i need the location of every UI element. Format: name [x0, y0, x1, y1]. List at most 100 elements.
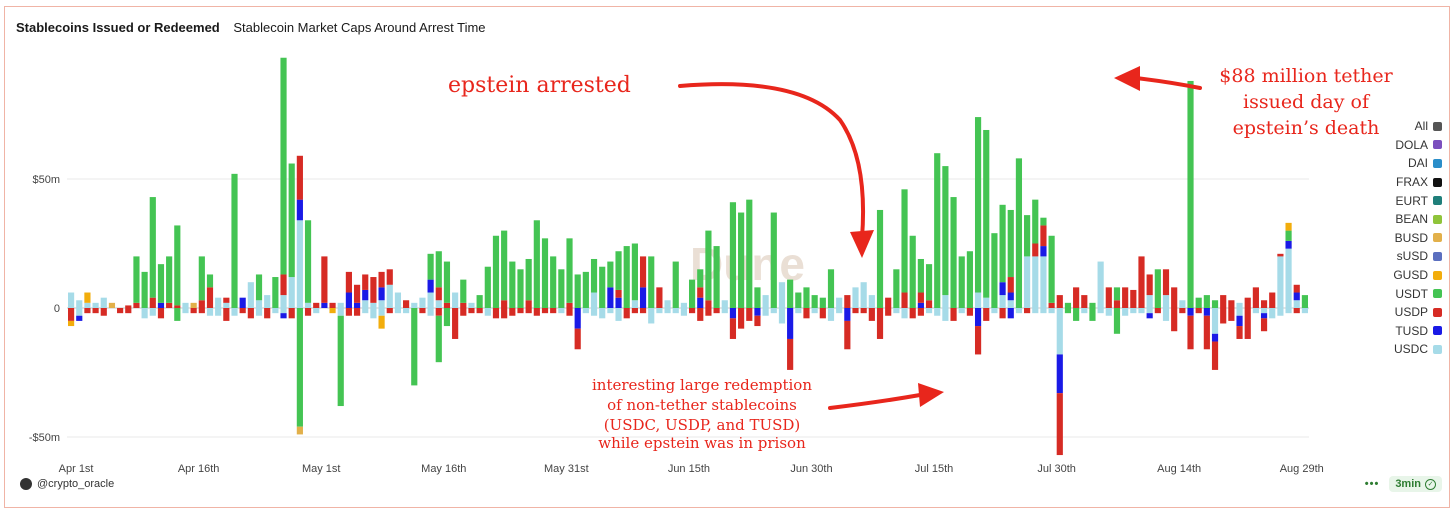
bar-segment-usdc[interactable]: [1146, 295, 1153, 308]
bar-segment-usdc[interactable]: [1032, 256, 1039, 308]
tab-market-caps[interactable]: Stablecoin Market Caps Around Arrest Tim…: [233, 20, 486, 35]
bar-segment-usdp[interactable]: [403, 300, 410, 308]
bar-segment-usdt[interactable]: [966, 251, 973, 308]
bar-segment-usdt[interactable]: [558, 269, 565, 308]
bar-segment-usdt[interactable]: [631, 243, 638, 301]
bar-segment-usdp[interactable]: [1040, 225, 1047, 247]
bar-segment-usdc[interactable]: [1146, 308, 1153, 314]
bar-segment-usdp[interactable]: [901, 292, 908, 308]
bar-segment-usdc[interactable]: [590, 292, 598, 308]
bar-segment-busd[interactable]: [296, 426, 303, 435]
bar-segment-usdt[interactable]: [1113, 308, 1121, 334]
bar-segment-usdc[interactable]: [92, 302, 99, 308]
bar-segment-usdc[interactable]: [378, 308, 385, 316]
bar-segment-usdp[interactable]: [917, 292, 924, 303]
bar-segment-usdt[interactable]: [925, 264, 933, 301]
bar-segment-usdt[interactable]: [746, 199, 753, 308]
bar-segment-usdp[interactable]: [1056, 393, 1063, 456]
bar-segment-usdp[interactable]: [460, 302, 467, 308]
bar-segment-usdc[interactable]: [1285, 308, 1292, 314]
bar-segment-usdt[interactable]: [1073, 308, 1080, 321]
legend-item-eurt[interactable]: EURT: [1362, 191, 1442, 210]
bar-segment-tusd[interactable]: [1007, 292, 1014, 301]
bar-segment-usdt[interactable]: [942, 166, 949, 296]
bar-segment-usdt[interactable]: [492, 235, 500, 308]
bar-segment-usdc[interactable]: [427, 308, 434, 316]
bar-segment-usdp[interactable]: [974, 326, 982, 355]
bar-segment-tusd[interactable]: [76, 315, 83, 321]
bar-segment-usdt[interactable]: [999, 204, 1006, 283]
legend-item-tusd[interactable]: TUSD: [1362, 322, 1442, 341]
bar-segment-usdp[interactable]: [198, 300, 205, 308]
bar-segment-usdp[interactable]: [419, 308, 426, 314]
bar-segment-tusd[interactable]: [754, 308, 761, 316]
bar-segment-usdt[interactable]: [974, 117, 982, 293]
bar-segment-usdt[interactable]: [288, 163, 295, 278]
bar-segment-usdp[interactable]: [1260, 318, 1268, 332]
bar-segment-gusd[interactable]: [1285, 222, 1292, 231]
bar-segment-usdp[interactable]: [117, 308, 124, 314]
bar-segment-usdt[interactable]: [1089, 308, 1096, 321]
bar-segment-usdp[interactable]: [435, 308, 442, 316]
tab-issued-redeemed[interactable]: Stablecoins Issued or Redeemed: [16, 20, 220, 35]
bar-segment-usdt[interactable]: [615, 251, 622, 290]
bar-segment-usdp[interactable]: [566, 308, 573, 316]
bar-segment-usdp[interactable]: [386, 269, 393, 285]
bar-segment-usdc[interactable]: [1236, 308, 1243, 316]
bar-segment-usdt[interactable]: [206, 274, 214, 288]
bar-segment-tusd[interactable]: [362, 289, 369, 301]
bar-segment-tusd[interactable]: [1187, 308, 1194, 316]
bar-segment-usdt[interactable]: [174, 225, 181, 306]
bar-segment-usdt[interactable]: [623, 246, 630, 308]
bar-segment-usdt[interactable]: [1064, 308, 1072, 314]
bar-segment-usdp[interactable]: [1244, 308, 1251, 339]
bar-segment-usdc[interactable]: [1032, 308, 1039, 314]
bar-segment-usdp[interactable]: [468, 308, 475, 314]
bar-segment-usdc[interactable]: [264, 295, 271, 308]
bar-segment-usdt[interactable]: [950, 197, 957, 308]
bar-segment-usdc[interactable]: [378, 300, 385, 308]
bar-segment-usdc[interactable]: [280, 295, 287, 308]
bar-segment-usdp[interactable]: [1228, 300, 1235, 308]
bar-segment-gusd[interactable]: [329, 308, 336, 314]
bar-segment-usdt[interactable]: [582, 271, 589, 308]
bar-segment-tusd[interactable]: [639, 287, 647, 308]
bar-segment-usdt[interactable]: [149, 197, 156, 298]
legend-item-gusd[interactable]: GUSD: [1362, 266, 1442, 285]
bar-segment-usdp[interactable]: [1195, 308, 1202, 314]
bar-segment-usdt[interactable]: [648, 256, 655, 308]
bar-segment-usdp[interactable]: [1203, 315, 1210, 350]
bar-segment-usdp[interactable]: [1236, 326, 1243, 339]
bar-segment-tusd[interactable]: [157, 302, 165, 308]
bar-segment-usdt[interactable]: [1187, 80, 1194, 309]
bar-segment-usdc[interactable]: [974, 292, 982, 308]
bar-segment-usdt[interactable]: [1089, 302, 1096, 308]
bar-segment-tusd[interactable]: [1007, 308, 1014, 319]
bar-segment-usdt[interactable]: [566, 238, 573, 303]
bar-segment-usdp[interactable]: [574, 328, 581, 350]
bar-segment-usdc[interactable]: [215, 308, 222, 316]
bar-segment-busd[interactable]: [108, 302, 116, 308]
bar-segment-usdc[interactable]: [590, 308, 598, 316]
bar-segment-usdt[interactable]: [443, 308, 451, 327]
bar-segment-usdp[interactable]: [1032, 243, 1039, 257]
bar-segment-usdc[interactable]: [1040, 256, 1047, 308]
bar-segment-usdc[interactable]: [811, 308, 818, 314]
bar-segment-usdc[interactable]: [721, 300, 728, 308]
bar-segment-usdp[interactable]: [501, 308, 508, 319]
bar-segment-usdt[interactable]: [231, 173, 238, 308]
legend-item-usdc[interactable]: USDC: [1362, 340, 1442, 359]
bar-segment-usdt[interactable]: [1195, 297, 1202, 308]
bar-segment-usdt[interactable]: [198, 256, 205, 301]
bar-segment-usdt[interactable]: [893, 269, 900, 308]
bar-segment-usdp[interactable]: [852, 308, 859, 314]
bar-segment-usdc[interactable]: [958, 308, 965, 314]
bar-segment-usdt[interactable]: [174, 308, 181, 321]
bar-segment-busd[interactable]: [190, 302, 197, 308]
bar-segment-usdc[interactable]: [1056, 308, 1063, 355]
bar-segment-usdc[interactable]: [1293, 300, 1300, 308]
bar-segment-usdt[interactable]: [991, 233, 998, 308]
legend-item-usdt[interactable]: USDT: [1362, 284, 1442, 303]
bar-segment-usdc[interactable]: [1040, 308, 1047, 314]
bar-segment-usdp[interactable]: [656, 287, 663, 308]
